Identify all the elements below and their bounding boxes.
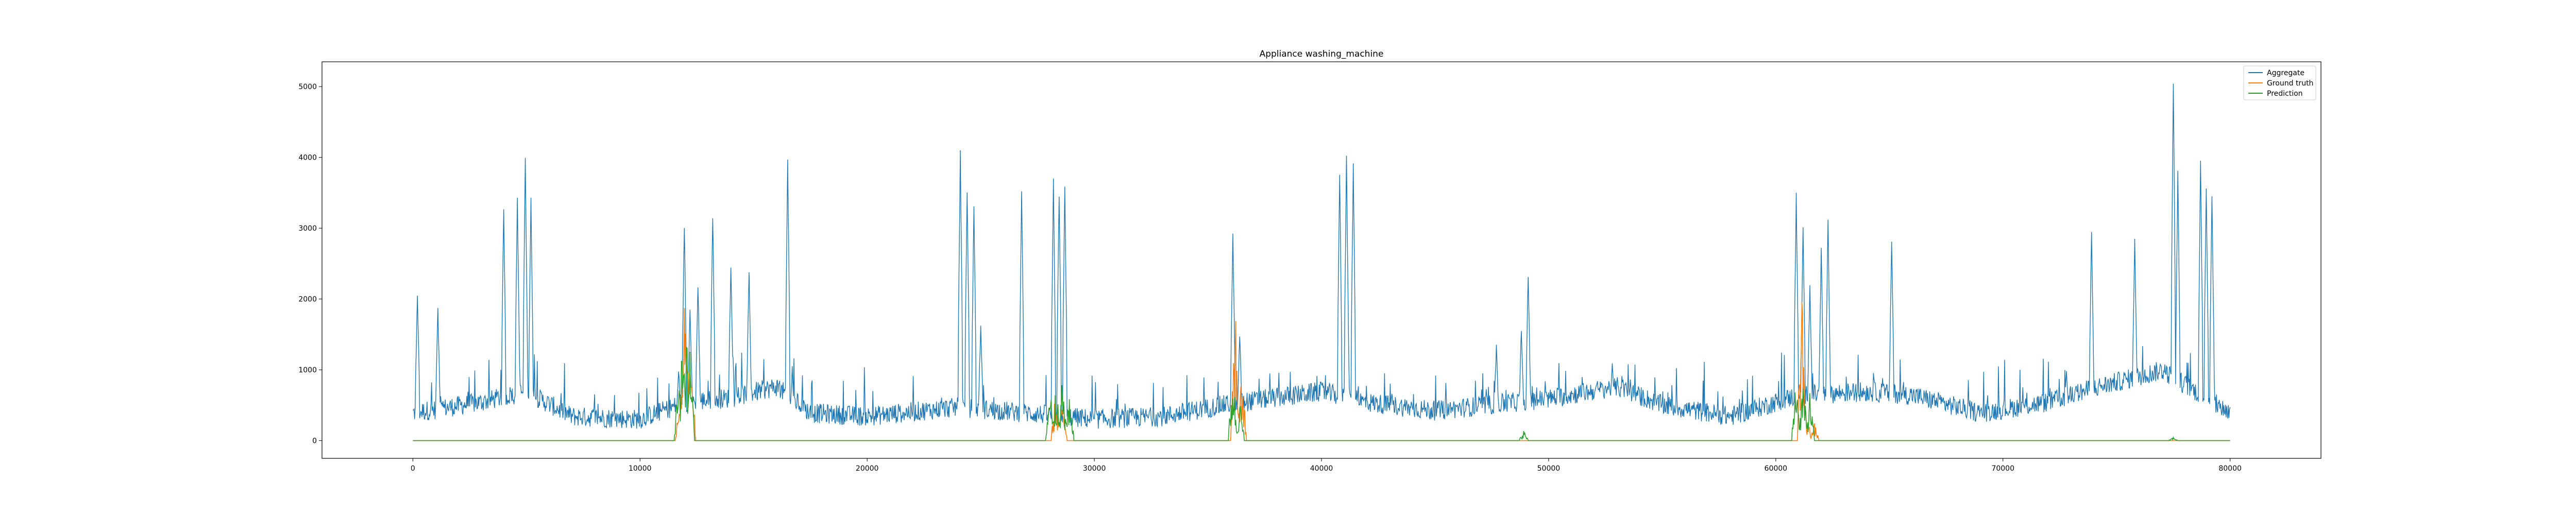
legend-label-prediction: Prediction bbox=[2267, 90, 2303, 98]
legend-label-ground-truth: Ground truth bbox=[2267, 79, 2313, 88]
x-tick-label: 70000 bbox=[1991, 465, 2014, 473]
y-tick-label: 0 bbox=[312, 437, 317, 445]
legend-label-aggregate: Aggregate bbox=[2267, 69, 2304, 77]
x-tick-label: 80000 bbox=[2218, 465, 2242, 473]
y-tick-label: 5000 bbox=[298, 83, 317, 91]
y-tick-label: 1000 bbox=[298, 366, 317, 374]
x-tick-label: 20000 bbox=[856, 465, 879, 473]
chart-title: Appliance washing_machine bbox=[1260, 49, 1384, 59]
y-tick-label: 3000 bbox=[298, 225, 317, 233]
series-line-aggregate bbox=[413, 83, 2231, 429]
x-tick-label: 10000 bbox=[629, 465, 652, 473]
x-tick-label: 40000 bbox=[1310, 465, 1333, 473]
legend-box bbox=[2243, 65, 2316, 100]
x-tick-label: 50000 bbox=[1537, 465, 1561, 473]
y-tick-label: 2000 bbox=[298, 296, 317, 304]
x-tick-label: 60000 bbox=[1765, 465, 1788, 473]
series-layer bbox=[413, 83, 2231, 441]
x-tick-label: 30000 bbox=[1083, 465, 1106, 473]
y-axis: 0 1000 2000 3000 4000 5000 bbox=[298, 83, 322, 445]
y-tick-label: 4000 bbox=[298, 154, 317, 162]
x-axis: 0 10000 20000 30000 40000 50000 60000 70000 8000… bbox=[411, 458, 2242, 473]
legend: Aggregate Ground truth Prediction bbox=[2243, 65, 2316, 100]
series-line-prediction bbox=[413, 346, 2230, 441]
x-tick-label: 0 bbox=[411, 465, 415, 473]
